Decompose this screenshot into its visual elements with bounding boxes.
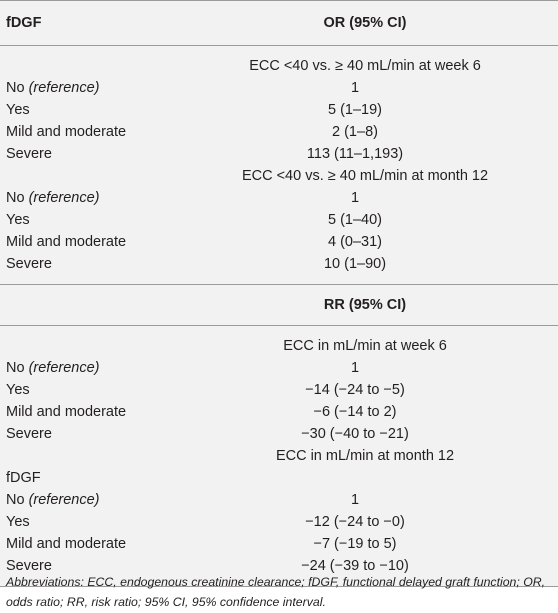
table-footnote: Abbreviations: ECC, endogenous creatinin… <box>6 575 546 609</box>
table-row: Severe −30 (−40 to −21) <box>6 426 409 442</box>
section-title-rr-week6: ECC in mL/min at week 6 <box>283 338 447 354</box>
section-title-or-month12: ECC <40 vs. ≥ 40 mL/min at month 12 <box>241 168 489 184</box>
header-fdgf: fDGF <box>6 15 42 31</box>
table-row: Severe −24 (−39 to −10) <box>6 558 409 574</box>
header-or: OR (95% CI) <box>323 15 407 31</box>
section-title-or-week6: ECC <40 vs. ≥ 40 mL/min at week 6 <box>249 58 481 74</box>
table-row: Mild and moderate 2 (1–8) <box>6 124 378 140</box>
table-row: No (reference) 1 <box>6 360 360 376</box>
table-row: Yes 5 (1–40) <box>6 212 382 228</box>
mid-rule <box>0 284 558 285</box>
table-row: Mild and moderate −7 (−19 to 5) <box>6 536 397 552</box>
table-row: Severe 10 (1–90) <box>6 256 387 272</box>
table-row: No (reference) 1 <box>6 190 360 206</box>
table-row: Yes −14 (−24 to −5) <box>6 382 405 398</box>
table-row: Yes −12 (−24 to −0) <box>6 514 405 530</box>
table-row: No (reference) 1 <box>6 492 360 508</box>
table-row: Severe 113 (11–1,193) <box>6 146 404 162</box>
table-row: Mild and moderate 4 (0–31) <box>6 234 382 250</box>
bottom-rule <box>0 586 558 587</box>
group-label-fdgf: fDGF <box>6 470 41 486</box>
table-row: No (reference) 1 <box>6 80 360 96</box>
header2-rule <box>0 325 558 326</box>
table-row: Yes 5 (1–19) <box>6 102 382 118</box>
header-rr: RR (95% CI) <box>323 297 407 313</box>
results-table: fDGF OR (95% CI) ECC <40 vs. ≥ 40 mL/min… <box>0 0 558 587</box>
table-header-rr: RR (95% CI) <box>0 285 558 325</box>
table-row: Mild and moderate −6 (−14 to 2) <box>6 404 397 420</box>
table-header: fDGF OR (95% CI) <box>0 1 558 45</box>
section-title-rr-month12: ECC in mL/min at month 12 <box>275 448 455 464</box>
header-rule <box>0 45 558 46</box>
top-rule <box>0 0 558 1</box>
